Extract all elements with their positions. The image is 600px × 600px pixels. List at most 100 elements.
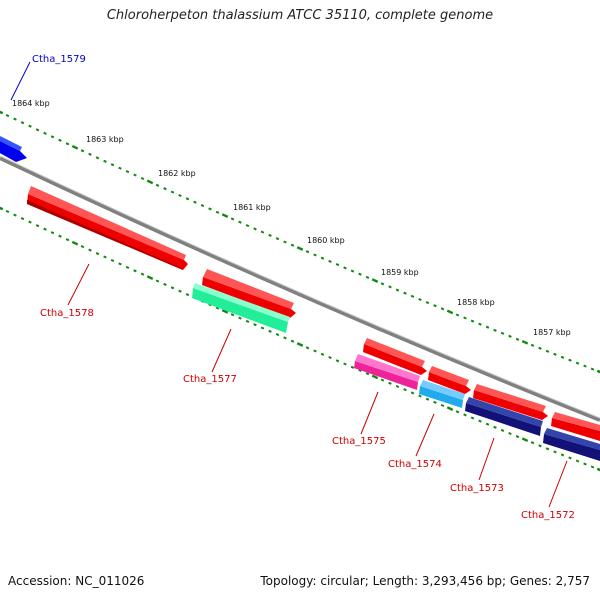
genome-summary-label: Topology: circular; Length: 3,293,456 bp… — [260, 574, 590, 588]
kbp-label-1858: 1858 kbp — [457, 298, 495, 307]
scale-minor-tick — [35, 128, 40, 132]
leader-ctha-1578 — [67, 263, 90, 306]
scale-minor-tick — [590, 465, 595, 469]
gene-label-ctha-1574[interactable]: Ctha_1574 — [388, 459, 442, 470]
kbp-label-1864: 1864 kbp — [12, 99, 50, 108]
scale-minor-tick — [403, 291, 407, 295]
scale-minor-tick — [455, 313, 460, 317]
scale-minor-tick — [65, 238, 70, 242]
scale-minor-tick — [470, 319, 475, 323]
scale-minor-tick — [515, 435, 520, 439]
scale-minor-tick — [583, 364, 587, 368]
scale-minor-tick — [20, 121, 25, 125]
scale-minor-tick — [343, 362, 347, 366]
scale-minor-tick — [478, 419, 482, 423]
scale-minor-tick — [410, 391, 415, 395]
scale-minor-tick — [343, 266, 347, 270]
scale-minor-tick — [103, 159, 107, 163]
scale-minor-tick — [163, 282, 167, 286]
scale-minor-tick — [290, 243, 295, 247]
scale-minor-tick — [28, 124, 32, 128]
gene-forward-red-a[interactable] — [363, 338, 427, 375]
scale-minor-tick — [118, 166, 122, 170]
gene-ctha-1579[interactable] — [0, 136, 27, 162]
scale-minor-tick — [170, 286, 175, 290]
scale-minor-tick — [103, 255, 107, 259]
gene-label-ctha-1577[interactable]: Ctha_1577 — [183, 374, 237, 385]
gene-forward-red-b[interactable] — [428, 366, 471, 394]
gene-ctha-1574[interactable] — [419, 380, 465, 408]
gene-ctha-1572[interactable] — [543, 428, 600, 461]
outer-scale-ticks — [0, 109, 600, 375]
scale-minor-tick — [215, 306, 220, 310]
gene-ctha-1573[interactable] — [465, 397, 543, 436]
gene-ctha-1575[interactable] — [354, 354, 420, 390]
kbp-label-1859: 1859 kbp — [381, 268, 419, 277]
gene-ctha-1578[interactable] — [27, 186, 188, 270]
scale-minor-tick — [20, 217, 25, 221]
scale-minor-tick — [50, 135, 55, 139]
scale-minor-tick — [125, 170, 130, 174]
gene-label-ctha-1578[interactable]: Ctha_1578 — [40, 308, 94, 319]
kbp-label-1860: 1860 kbp — [307, 236, 345, 245]
leader-ctha-1573 — [478, 437, 495, 481]
scale-minor-tick — [380, 378, 385, 382]
scale-minor-tick — [335, 263, 340, 267]
scale-minor-tick — [43, 131, 47, 135]
scale-minor-tick — [463, 316, 467, 320]
scale-major-tick — [521, 437, 529, 443]
leader-ctha-1575 — [360, 391, 379, 435]
scale-minor-tick — [245, 224, 250, 228]
scale-minor-tick — [350, 269, 355, 273]
scale-minor-tick — [380, 282, 385, 286]
scale-minor-tick — [275, 237, 280, 241]
gene-forward-red-d[interactable] — [551, 412, 600, 441]
scale-minor-tick — [485, 422, 490, 426]
scale-minor-tick — [418, 394, 422, 398]
scale-minor-tick — [515, 337, 520, 341]
scale-minor-tick — [553, 450, 557, 454]
scale-major-tick — [0, 205, 4, 211]
scale-minor-tick — [305, 250, 310, 254]
gene-ctha-1577-forward[interactable] — [202, 269, 296, 318]
scale-major-tick — [371, 278, 379, 283]
gene-label-ctha-1573[interactable]: Ctha_1573 — [450, 483, 504, 494]
scale-minor-tick — [230, 217, 235, 221]
scale-major-tick — [446, 309, 454, 315]
scale-minor-tick — [260, 230, 265, 234]
scale-minor-tick — [493, 328, 497, 332]
scale-minor-tick — [328, 355, 332, 360]
scale-minor-tick — [403, 388, 407, 392]
scale-minor-tick — [268, 233, 272, 237]
inner-scale-ticks — [0, 205, 600, 473]
gene-label-ctha-1579[interactable]: Ctha_1579 — [32, 54, 86, 65]
scale-minor-tick — [283, 336, 287, 340]
scale-minor-tick — [208, 207, 212, 211]
scale-minor-tick — [365, 275, 370, 279]
gene-label-ctha-1575[interactable]: Ctha_1575 — [332, 436, 386, 447]
scale-minor-tick — [508, 334, 512, 338]
scale-minor-tick — [425, 397, 430, 401]
scale-minor-tick — [50, 231, 55, 235]
gene-ctha-1577[interactable] — [192, 283, 290, 333]
scale-minor-tick — [590, 367, 595, 371]
scale-major-tick — [146, 275, 154, 280]
kbp-label-1861: 1861 kbp — [233, 203, 271, 212]
scale-minor-tick — [268, 329, 272, 333]
scale-minor-tick — [13, 117, 17, 121]
scale-minor-tick — [350, 365, 355, 369]
gene-forward-red-c[interactable] — [473, 384, 548, 420]
scale-minor-tick — [178, 193, 182, 198]
scale-minor-tick — [5, 209, 10, 214]
gene-label-ctha-1572[interactable]: Ctha_1572 — [521, 510, 575, 521]
scale-minor-tick — [238, 220, 242, 224]
scale-minor-tick — [5, 114, 10, 118]
scale-minor-tick — [35, 224, 40, 228]
scale-minor-tick — [80, 149, 85, 153]
scale-major-tick — [146, 179, 154, 185]
scale-minor-tick — [470, 416, 475, 420]
scale-minor-tick — [455, 410, 460, 414]
scale-minor-tick — [95, 156, 100, 160]
scale-minor-tick — [545, 349, 550, 353]
